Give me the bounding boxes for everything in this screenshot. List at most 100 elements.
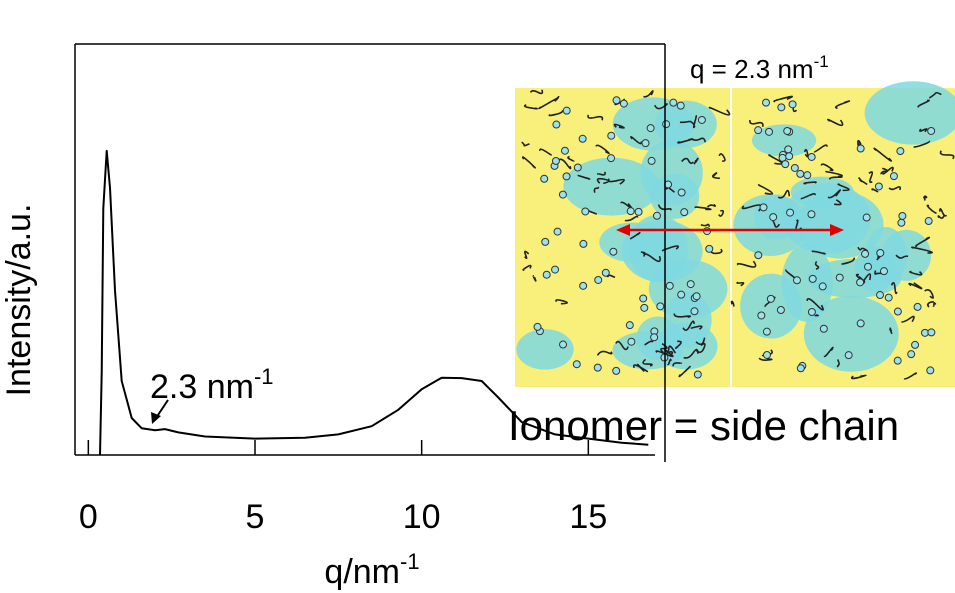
ion-group (551, 265, 560, 274)
ion-group (612, 366, 621, 375)
ion-group (669, 98, 678, 107)
side-chain (909, 270, 923, 276)
side-chain (758, 357, 773, 361)
side-chain (711, 172, 720, 180)
ion-group (579, 239, 588, 248)
side-chain (548, 109, 564, 117)
side-chain (682, 320, 695, 331)
ion-group (792, 276, 801, 285)
ion-group (893, 356, 902, 365)
ion-group (913, 302, 922, 311)
side-chain (523, 250, 530, 260)
ion-group (559, 340, 568, 349)
side-chain (868, 171, 874, 184)
side-chain (828, 175, 843, 180)
ion-group (796, 364, 805, 373)
ion-group (861, 249, 870, 258)
side-chain (850, 374, 867, 380)
water-domain (781, 243, 833, 322)
side-chain (833, 199, 842, 206)
side-chain (555, 299, 568, 305)
side-chain (718, 153, 726, 162)
ion-group (754, 126, 763, 135)
ion-group (807, 308, 816, 317)
side-chain (806, 297, 824, 311)
ion-group (581, 207, 590, 216)
ion-group (927, 328, 936, 337)
ion-group (896, 147, 905, 156)
side-chain (730, 300, 735, 307)
ion-group (558, 190, 567, 199)
ion-group (641, 139, 650, 148)
side-chain (613, 123, 625, 129)
ion-group (898, 211, 907, 220)
ion-group (541, 237, 550, 246)
ion-group (844, 351, 853, 360)
side-chain (679, 120, 695, 125)
side-chain (928, 91, 942, 99)
side-chain (593, 186, 600, 193)
side-chain (773, 95, 793, 103)
ion-group (634, 207, 643, 216)
annotation-text: 2.3 nm (150, 368, 254, 406)
side-chain (663, 351, 674, 357)
side-chain (841, 257, 856, 265)
water-domain (648, 259, 728, 319)
annotation-text: q = 2.3 nm (690, 54, 814, 84)
ion-group (579, 281, 588, 290)
ion-group (656, 302, 665, 311)
ion-group (783, 126, 792, 135)
side-chain (813, 144, 828, 153)
side-chain (926, 204, 937, 214)
ion-group (879, 267, 888, 276)
ion-group (762, 327, 771, 336)
ion-group (862, 213, 871, 222)
ion-group (907, 350, 916, 359)
side-chain (827, 118, 844, 127)
side-chain (814, 260, 820, 270)
ion-group (769, 213, 778, 222)
annotation-sup: -1 (254, 364, 274, 389)
side-chain (889, 327, 893, 335)
side-chain (596, 350, 613, 356)
ion-group (803, 171, 812, 180)
side-chain (695, 337, 706, 346)
ion-group (680, 208, 689, 217)
side-chain (673, 313, 692, 319)
label-sup: -1 (400, 549, 420, 574)
side-chain (596, 177, 610, 185)
side-chain (693, 157, 699, 165)
side-chain (749, 119, 764, 127)
side-chain (915, 236, 931, 247)
side-chain (890, 282, 898, 295)
water-domain (563, 157, 660, 216)
side-chain (677, 138, 694, 144)
side-chain (811, 250, 826, 255)
ion-group (625, 321, 634, 330)
side-chain (820, 163, 834, 172)
side-chain (736, 281, 745, 287)
side-chain (923, 195, 928, 201)
ion-group (572, 360, 581, 369)
ion-group (647, 156, 656, 165)
ion-group (640, 303, 649, 312)
ion-group (757, 311, 766, 320)
water-domain (650, 173, 700, 219)
ion-group (796, 169, 805, 178)
ion-group (765, 127, 774, 136)
side-chain (800, 192, 816, 200)
annotation: Ionomer = side chain (508, 402, 899, 449)
ion-group (627, 337, 636, 346)
side-chain (708, 106, 731, 116)
side-chain (913, 140, 931, 148)
side-chain (577, 174, 591, 180)
ion-group (785, 152, 794, 161)
ion-group (692, 292, 701, 301)
ion-group (889, 172, 898, 181)
side-chain (768, 154, 783, 165)
ion-group (578, 134, 587, 143)
side-chain (630, 136, 643, 145)
side-chain (919, 128, 928, 133)
ion-group (897, 218, 906, 227)
